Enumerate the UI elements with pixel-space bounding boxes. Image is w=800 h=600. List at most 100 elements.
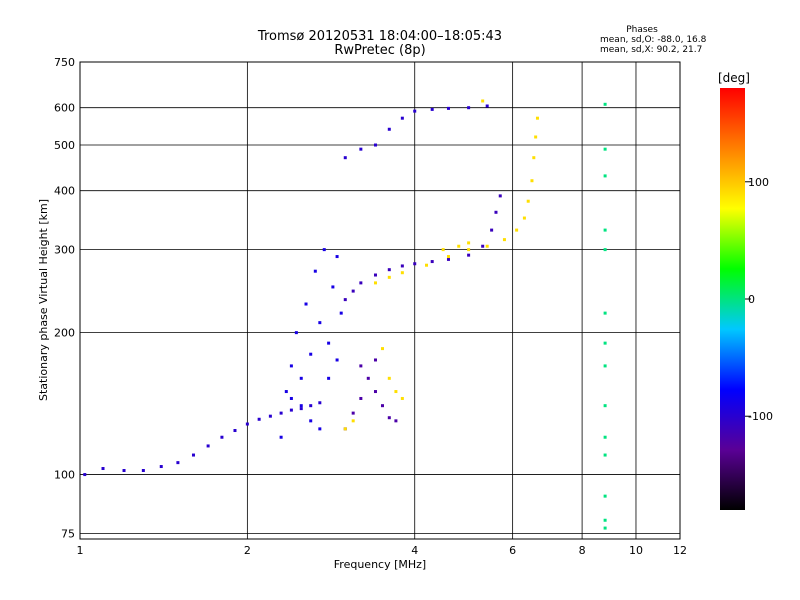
- data-point: [343, 427, 347, 431]
- phase-stats-o: mean, sd,O: -88.0, 16.8: [600, 35, 707, 45]
- x-axis: 1 2 4 6 8 10 12: [77, 544, 688, 557]
- y-axis: 75 100 200 300 400 500 600 750: [54, 56, 75, 540]
- data-point: [603, 494, 607, 498]
- data-point: [257, 417, 261, 421]
- data-point: [400, 116, 404, 120]
- data-point: [294, 331, 298, 335]
- data-point: [603, 453, 607, 457]
- data-point: [322, 248, 326, 252]
- data-point: [299, 404, 303, 408]
- y-tick-label: 600: [54, 102, 75, 115]
- y-tick-label: 200: [54, 327, 75, 340]
- data-point: [430, 260, 434, 264]
- data-point: [387, 416, 391, 420]
- data-point: [603, 364, 607, 368]
- colorbar-ticks: 100 0 -100: [745, 176, 773, 423]
- data-point: [380, 404, 384, 408]
- data-point: [481, 99, 485, 103]
- y-tick-label: 100: [54, 469, 75, 482]
- data-point: [394, 419, 398, 423]
- data-point: [373, 143, 377, 147]
- data-point: [603, 518, 607, 522]
- data-point: [534, 135, 538, 139]
- data-point: [446, 106, 450, 110]
- data-point: [535, 116, 539, 120]
- data-point: [485, 244, 489, 248]
- data-point: [603, 341, 607, 345]
- data-point: [351, 289, 355, 293]
- data-point: [603, 404, 607, 408]
- data-point: [343, 156, 347, 160]
- chart-subtitle: RwPretec (8p): [334, 43, 425, 58]
- data-point: [387, 275, 391, 279]
- data-point: [400, 264, 404, 268]
- data-point: [318, 427, 322, 431]
- y-tick-label: 300: [54, 244, 75, 257]
- data-point: [359, 396, 363, 400]
- data-point: [191, 453, 195, 457]
- plot-frame: [79, 61, 681, 540]
- data-point: [446, 257, 450, 261]
- data-point: [220, 435, 224, 439]
- data-point: [343, 298, 347, 302]
- x-axis-label: Frequency [MHz]: [334, 558, 426, 571]
- data-point: [603, 102, 607, 106]
- y-tick-label: 75: [61, 527, 75, 540]
- data-point: [351, 419, 355, 423]
- data-point: [327, 376, 331, 380]
- data-point: [603, 147, 607, 151]
- data-point: [289, 408, 293, 412]
- data-point: [299, 407, 303, 411]
- data-point: [279, 435, 283, 439]
- data-point: [339, 311, 343, 315]
- data-point: [318, 401, 322, 405]
- data-point: [532, 156, 536, 160]
- data-point: [467, 248, 471, 252]
- data-point: [413, 262, 417, 266]
- x-tick-label: 12: [673, 544, 687, 557]
- data-point: [359, 147, 363, 151]
- data-point: [335, 358, 339, 362]
- x-tick-label: 4: [411, 544, 418, 557]
- data-point: [457, 244, 461, 248]
- data-point: [425, 263, 429, 267]
- data-point: [394, 390, 398, 394]
- chart-title: Tromsø 20120531 18:04:00–18:05:43: [257, 29, 502, 44]
- data-point: [366, 376, 370, 380]
- x-tick-label: 10: [629, 544, 643, 557]
- data-point: [526, 199, 530, 203]
- data-point: [515, 228, 519, 232]
- data-point: [387, 268, 391, 272]
- data-point: [603, 174, 607, 178]
- data-point: [441, 248, 445, 252]
- colorbar-tick-label: -100: [748, 410, 773, 423]
- data-point: [467, 241, 471, 245]
- y-axis-label: Stationary phase Virtual Height [km]: [37, 199, 50, 401]
- data-point: [359, 281, 363, 285]
- data-point: [245, 422, 249, 426]
- data-point: [279, 411, 283, 415]
- data-point: [159, 465, 163, 469]
- phase-stats-x: mean, sd,X: 90.2, 21.7: [600, 45, 702, 55]
- data-point: [485, 104, 489, 108]
- data-point: [141, 469, 145, 473]
- data-point: [603, 248, 607, 252]
- y-tick-label: 750: [54, 56, 75, 69]
- data-point: [268, 414, 272, 418]
- data-point: [233, 429, 237, 433]
- data-point: [494, 210, 498, 214]
- data-point: [373, 358, 377, 362]
- data-point: [603, 311, 607, 315]
- data-point: [289, 396, 293, 400]
- data-point: [289, 364, 293, 368]
- data-point: [603, 526, 607, 530]
- data-point: [351, 411, 355, 415]
- phase-stats-title: Phases: [626, 25, 658, 35]
- data-point: [101, 467, 105, 471]
- x-tick-label: 8: [579, 544, 586, 557]
- data-point: [522, 216, 526, 220]
- data-point: [413, 109, 417, 113]
- colorbar-label: [deg]: [718, 71, 750, 85]
- data-point: [373, 390, 377, 394]
- y-tick-label: 500: [54, 139, 75, 152]
